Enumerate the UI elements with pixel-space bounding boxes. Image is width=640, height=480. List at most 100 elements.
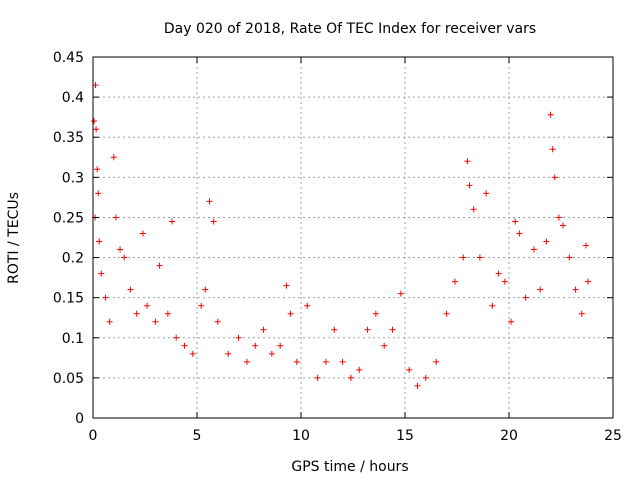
- data-point: [139, 230, 146, 237]
- data-point: [381, 342, 388, 349]
- y-tick-label: 0.3: [62, 170, 84, 186]
- data-point: [389, 326, 396, 333]
- data-point: [551, 174, 558, 181]
- grid: [93, 57, 613, 418]
- data-point: [566, 254, 573, 261]
- data-point: [322, 358, 329, 365]
- data-point: [501, 278, 508, 285]
- y-tick-label: 0.35: [53, 130, 84, 146]
- data-point: [512, 218, 519, 225]
- data-point: [578, 310, 585, 317]
- data-point: [466, 182, 473, 189]
- y-axis-label: ROTI / TECUs: [6, 192, 22, 284]
- data-point: [277, 342, 284, 349]
- data-point: [225, 350, 232, 357]
- data-point: [206, 198, 213, 205]
- data-point: [133, 310, 140, 317]
- data-point: [91, 118, 98, 125]
- data-points: [91, 82, 592, 389]
- data-point: [464, 158, 471, 165]
- data-point: [268, 350, 275, 357]
- data-point: [483, 190, 490, 197]
- data-point: [144, 302, 151, 309]
- data-point: [293, 358, 300, 365]
- x-tick-label: 25: [604, 428, 622, 444]
- data-point: [314, 374, 321, 381]
- data-point: [98, 270, 105, 277]
- data-point: [252, 342, 259, 349]
- data-point: [121, 254, 128, 261]
- data-point: [202, 286, 209, 293]
- data-point: [560, 222, 567, 229]
- data-point: [93, 126, 100, 133]
- data-point: [152, 318, 159, 325]
- data-point: [555, 214, 562, 221]
- data-point: [530, 246, 537, 253]
- data-point: [156, 262, 163, 269]
- data-point: [95, 190, 102, 197]
- data-point: [169, 218, 176, 225]
- data-point: [397, 290, 404, 297]
- data-point: [364, 326, 371, 333]
- data-point: [585, 278, 592, 285]
- y-tick-label: 0.1: [62, 331, 84, 347]
- y-tick-label: 0.2: [62, 251, 84, 267]
- data-point: [127, 286, 134, 293]
- data-point: [522, 294, 529, 301]
- data-point: [287, 310, 294, 317]
- y-tick-label: 0.45: [53, 50, 84, 66]
- y-tick-label: 0.15: [53, 291, 84, 307]
- x-tick-label: 10: [292, 428, 310, 444]
- y-tick-label: 0.25: [53, 210, 84, 226]
- data-point: [210, 218, 217, 225]
- data-point: [164, 310, 171, 317]
- data-point: [460, 254, 467, 261]
- data-point: [304, 302, 311, 309]
- data-point: [235, 334, 242, 341]
- data-point: [582, 242, 589, 249]
- chart-title: Day 020 of 2018, Rate Of TEC Index for r…: [164, 21, 536, 37]
- data-point: [189, 350, 196, 357]
- data-point: [102, 294, 109, 301]
- data-point: [181, 342, 188, 349]
- data-point: [433, 358, 440, 365]
- data-point: [422, 374, 429, 381]
- x-tick-label: 5: [193, 428, 202, 444]
- data-point: [356, 366, 363, 373]
- data-point: [106, 318, 113, 325]
- plot-frame: [92, 56, 614, 419]
- data-point: [243, 358, 250, 365]
- data-point: [547, 111, 554, 118]
- data-point: [173, 334, 180, 341]
- data-point: [214, 318, 221, 325]
- y-tick-label: 0: [75, 411, 84, 427]
- data-point: [406, 366, 413, 373]
- data-point: [96, 238, 103, 245]
- data-point: [451, 278, 458, 285]
- data-point: [537, 286, 544, 293]
- y-tick-label: 0.05: [53, 371, 84, 387]
- data-point: [260, 326, 267, 333]
- axis-ticks: 0 0.05 0.1 0.15 0.2 0.25 0.3 0.35 0.4 0.45 0 5 10 15 2…: [53, 50, 622, 444]
- data-point: [110, 154, 117, 161]
- data-point: [516, 230, 523, 237]
- data-point: [339, 358, 346, 365]
- data-point: [572, 286, 579, 293]
- data-point: [470, 206, 477, 213]
- x-tick-label: 0: [89, 428, 98, 444]
- data-point: [283, 282, 290, 289]
- x-axis-label: GPS time / hours: [291, 459, 408, 475]
- x-tick-label: 15: [396, 428, 414, 444]
- data-point: [331, 326, 338, 333]
- data-point: [489, 302, 496, 309]
- data-point: [372, 310, 379, 317]
- data-point: [476, 254, 483, 261]
- y-tick-label: 0.4: [62, 90, 84, 106]
- data-point: [495, 270, 502, 277]
- data-point: [508, 318, 515, 325]
- data-point: [347, 374, 354, 381]
- data-point: [112, 214, 119, 221]
- data-point: [94, 166, 101, 173]
- data-point: [198, 302, 205, 309]
